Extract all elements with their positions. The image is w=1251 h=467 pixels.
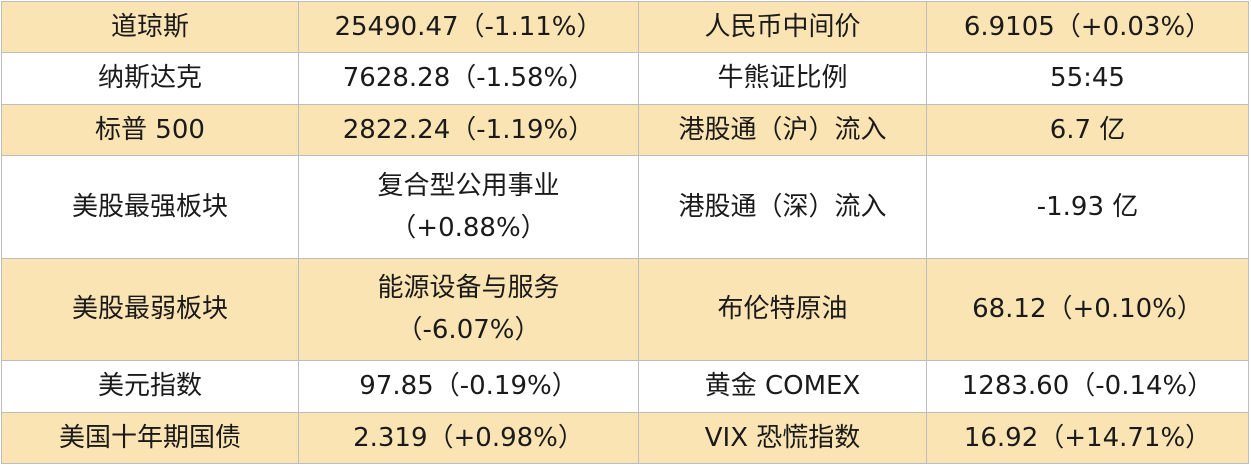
value-rmb-central-parity: 6.9105（+0.03%） [926, 0, 1249, 54]
value-dow-jones: 25490.47（-1.11%） [298, 0, 639, 54]
label-vix: VIX 恐慌指数 [638, 411, 927, 465]
value-gold-comex: 1283.60（-0.14%） [926, 360, 1249, 413]
table-row-weakest-sector: 美股最弱板块 能源设备与服务 （-6.07%） 布伦特原油 68.12（+0.10… [1, 257, 1249, 362]
value-dollar-index: 97.85（-0.19%） [298, 360, 639, 413]
label-gold-comex: 黄金 COMEX [638, 360, 927, 413]
weakest-sector-change: （-6.07%） [396, 315, 541, 346]
label-weakest-sector: 美股最弱板块 [1, 257, 299, 362]
label-dollar-index: 美元指数 [1, 360, 299, 413]
table-row-dow-jones: 道琼斯 25490.47（-1.11%） 人民币中间价 6.9105（+0.03… [1, 0, 1249, 54]
value-nasdaq: 7628.28（-1.58%） [298, 52, 639, 105]
label-southbound-shenzhen: 港股通（深）流入 [638, 154, 927, 259]
value-brent-crude: 68.12（+0.10%） [926, 257, 1249, 362]
table-row-dollar-index: 美元指数 97.85（-0.19%） 黄金 COMEX 1283.60（-0.1… [1, 360, 1249, 413]
value-southbound-shanghai: 6.7 亿 [926, 103, 1249, 156]
value-bull-bear-ratio: 55:45 [926, 52, 1249, 105]
table-row-sp500: 标普 500 2822.24（-1.19%） 港股通（沪）流入 6.7 亿 [1, 103, 1249, 156]
label-dow-jones: 道琼斯 [1, 0, 299, 54]
value-weakest-sector: 能源设备与服务 （-6.07%） [298, 257, 639, 362]
label-us-10y-treasury: 美国十年期国债 [1, 411, 299, 465]
value-us-10y-treasury: 2.319（+0.98%） [298, 411, 639, 465]
value-sp500: 2822.24（-1.19%） [298, 103, 639, 156]
label-nasdaq: 纳斯达克 [1, 52, 299, 105]
label-rmb-central-parity: 人民币中间价 [638, 0, 927, 54]
table-row-strongest-sector: 美股最强板块 复合型公用事业 （+0.88%） 港股通（深）流入 -1.93 亿 [1, 154, 1249, 259]
label-southbound-shanghai: 港股通（沪）流入 [638, 103, 927, 156]
label-strongest-sector: 美股最强板块 [1, 154, 299, 259]
label-sp500: 标普 500 [1, 103, 299, 156]
strongest-sector-change: （+0.88%） [390, 212, 547, 243]
label-bull-bear-ratio: 牛熊证比例 [638, 52, 927, 105]
value-southbound-shenzhen: -1.93 亿 [926, 154, 1249, 259]
value-vix: 16.92（+14.71%） [926, 411, 1249, 465]
weakest-sector-name: 能源设备与服务 [377, 273, 560, 304]
table-row-us-10y-treasury: 美国十年期国债 2.319（+0.98%） VIX 恐慌指数 16.92（+14… [1, 411, 1249, 465]
strongest-sector-name: 复合型公用事业 [377, 170, 560, 201]
table-row-nasdaq: 纳斯达克 7628.28（-1.58%） 牛熊证比例 55:45 [1, 52, 1249, 105]
value-strongest-sector: 复合型公用事业 （+0.88%） [298, 154, 639, 259]
label-brent-crude: 布伦特原油 [638, 257, 927, 362]
